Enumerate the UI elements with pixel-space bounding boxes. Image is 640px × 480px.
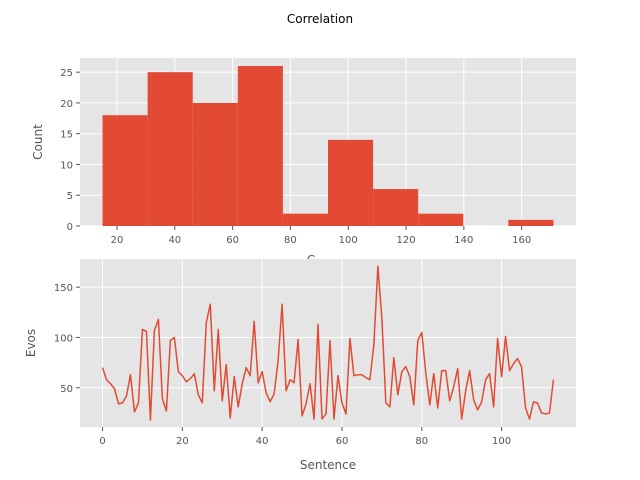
histogram-bar <box>102 115 148 226</box>
line-x-tick-label: 40 <box>256 436 269 447</box>
histogram-y-tick-label: 5 <box>67 191 73 202</box>
line-x-tick-label: 20 <box>176 436 189 447</box>
figure-title: Correlation <box>287 12 353 26</box>
histogram-y-tick-label: 15 <box>60 130 73 141</box>
line-panel: 0 20 40 60 80 100 50 100 150 Sentence Evos <box>24 259 576 472</box>
line-y-tick-label: 150 <box>54 283 73 294</box>
histogram-y-tick-label: 0 <box>67 222 73 233</box>
histogram-bar <box>418 213 464 226</box>
histogram-bar <box>328 139 374 226</box>
line-x-tick-label: 100 <box>492 436 511 447</box>
line-x-tick-label: 0 <box>99 436 105 447</box>
histogram-x-tick-label: 40 <box>168 235 181 246</box>
line-y-axis-title: Evos <box>24 329 38 357</box>
line-x-tick-label: 80 <box>415 436 428 447</box>
line-y-tick-label: 100 <box>54 333 73 344</box>
line-series <box>101 265 555 421</box>
line-x-tick-label: 60 <box>336 436 349 447</box>
histogram-bar <box>147 72 193 227</box>
line-x-axis-title: Sentence <box>300 458 356 472</box>
histogram-bar <box>508 219 554 226</box>
histogram-y-axis-title: Count <box>31 124 45 160</box>
histogram-x-tick-label: 120 <box>396 235 415 246</box>
histogram-x-tick-label: 140 <box>454 235 473 246</box>
histogram-x-tick-label: 100 <box>339 235 358 246</box>
line-series-group <box>101 265 555 421</box>
histogram-x-tick-label: 20 <box>111 235 124 246</box>
histogram-y-tick-labels: 0 5 10 15 20 25 <box>60 68 80 233</box>
histogram-bars <box>102 66 554 227</box>
histogram-y-tick-label: 25 <box>60 68 73 79</box>
histogram-bar <box>282 213 328 226</box>
histogram-bar <box>192 102 238 226</box>
line-x-tick-labels: 0 20 40 60 80 100 <box>99 427 511 447</box>
histogram-bar <box>237 66 283 226</box>
histogram-bar <box>373 189 419 226</box>
histogram-x-tick-label: 80 <box>284 235 297 246</box>
line-y-tick-label: 50 <box>60 384 73 395</box>
line-y-tick-labels: 50 100 150 <box>54 283 80 395</box>
histogram-x-tick-label: 60 <box>226 235 239 246</box>
histogram-x-tick-label: 160 <box>512 235 531 246</box>
histogram-x-tick-labels: 20 40 60 80 100 120 140 160 <box>111 226 531 246</box>
histogram-y-tick-label: 10 <box>60 160 73 171</box>
histogram-y-tick-label: 20 <box>60 99 73 110</box>
